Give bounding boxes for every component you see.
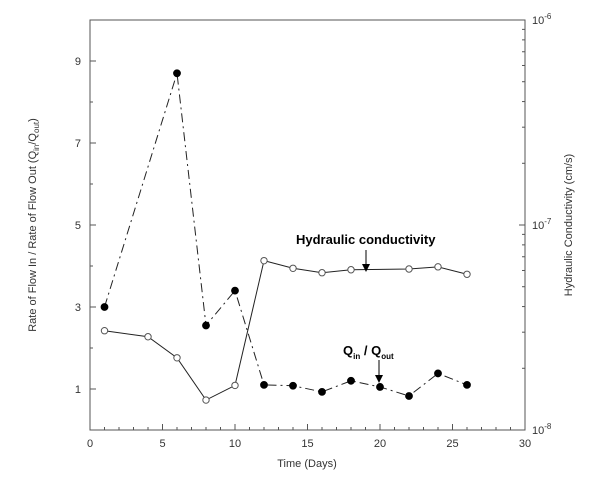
series-1-point-7 bbox=[318, 269, 326, 277]
series-1-point-0 bbox=[100, 327, 109, 335]
annotation-q-ratio-arrow-head bbox=[375, 375, 383, 383]
series-0-point-0 bbox=[100, 303, 109, 311]
series-0-point-8 bbox=[376, 383, 384, 391]
series-0-point-11 bbox=[463, 381, 471, 389]
series-0-point-9 bbox=[405, 392, 413, 400]
series-1-point-2 bbox=[173, 354, 181, 362]
series-1-point-4 bbox=[231, 381, 239, 390]
x-tick-label-6: 30 bbox=[519, 438, 531, 450]
series-1-point-9 bbox=[405, 265, 413, 273]
y-left-tick-label-0: 1 bbox=[75, 384, 81, 396]
annotation-hydraulic-label: Hydraulic conductivity bbox=[296, 232, 436, 247]
series-0-point-5 bbox=[289, 381, 297, 390]
y-right-axis-title: Hydraulic Conductivity (cm/s) bbox=[563, 154, 575, 296]
x-tick-label-4: 20 bbox=[374, 438, 386, 450]
y-left-tick-label-3: 7 bbox=[75, 138, 81, 150]
x-tick-label-3: 15 bbox=[301, 438, 313, 450]
series-1-point-8 bbox=[347, 266, 355, 274]
series-0-line bbox=[104, 73, 468, 397]
series-0-point-10 bbox=[434, 369, 442, 378]
x-tick-label-0: 0 bbox=[87, 438, 93, 450]
series-0-point-7 bbox=[347, 376, 355, 385]
y-left-axis-title: Rate of Flow In / Rate of Flow Out (Qin/… bbox=[27, 118, 41, 332]
annotation-hydraulic-arrow-head bbox=[362, 264, 370, 272]
y-right-tick-label-1: 10-7 bbox=[532, 217, 552, 232]
series-0-point-1 bbox=[173, 69, 181, 78]
series-1-point-10 bbox=[434, 263, 442, 271]
plot-frame bbox=[89, 19, 526, 431]
y-left-axis-ticks: 1 3 5 7 9 bbox=[75, 19, 96, 431]
x-tick-label-2: 10 bbox=[229, 438, 241, 450]
series-1-point-11 bbox=[463, 270, 471, 278]
series-0-point-3 bbox=[231, 286, 239, 295]
series-lines bbox=[104, 73, 468, 401]
series-1-point-6 bbox=[289, 264, 297, 272]
y-left-tick-label-1: 3 bbox=[75, 302, 81, 314]
y-right-tick-label-2: 10-6 bbox=[532, 12, 552, 27]
y-right-axis-ticks: 10-8 10-7 10-6 bbox=[519, 12, 552, 437]
y-left-tick-label-4: 9 bbox=[75, 56, 81, 68]
x-axis-ticks: 0 5 10 15 20 25 30 bbox=[87, 424, 531, 450]
y-left-tick-label-2: 5 bbox=[75, 220, 81, 232]
y-right-tick-label-0: 10-8 bbox=[532, 422, 552, 437]
series-1-point-3 bbox=[202, 396, 210, 404]
series-1-point-1 bbox=[144, 333, 152, 341]
x-axis-title: Time (Days) bbox=[277, 458, 336, 470]
series-points bbox=[100, 69, 471, 404]
series-0-point-4 bbox=[260, 381, 268, 389]
series-0-point-6 bbox=[318, 387, 326, 396]
series-1-point-5 bbox=[260, 256, 268, 265]
x-tick-label-1: 5 bbox=[159, 438, 165, 450]
series-0-point-2 bbox=[202, 321, 210, 330]
x-tick-label-5: 25 bbox=[446, 438, 458, 450]
series-1-line bbox=[104, 260, 468, 401]
annotation-hydraulic-conductivity: Hydraulic conductivity bbox=[296, 232, 436, 272]
annotation-q-ratio-label: Qin / Qout bbox=[343, 343, 394, 361]
annotation-q-ratio: Qin / Qout bbox=[343, 343, 394, 383]
